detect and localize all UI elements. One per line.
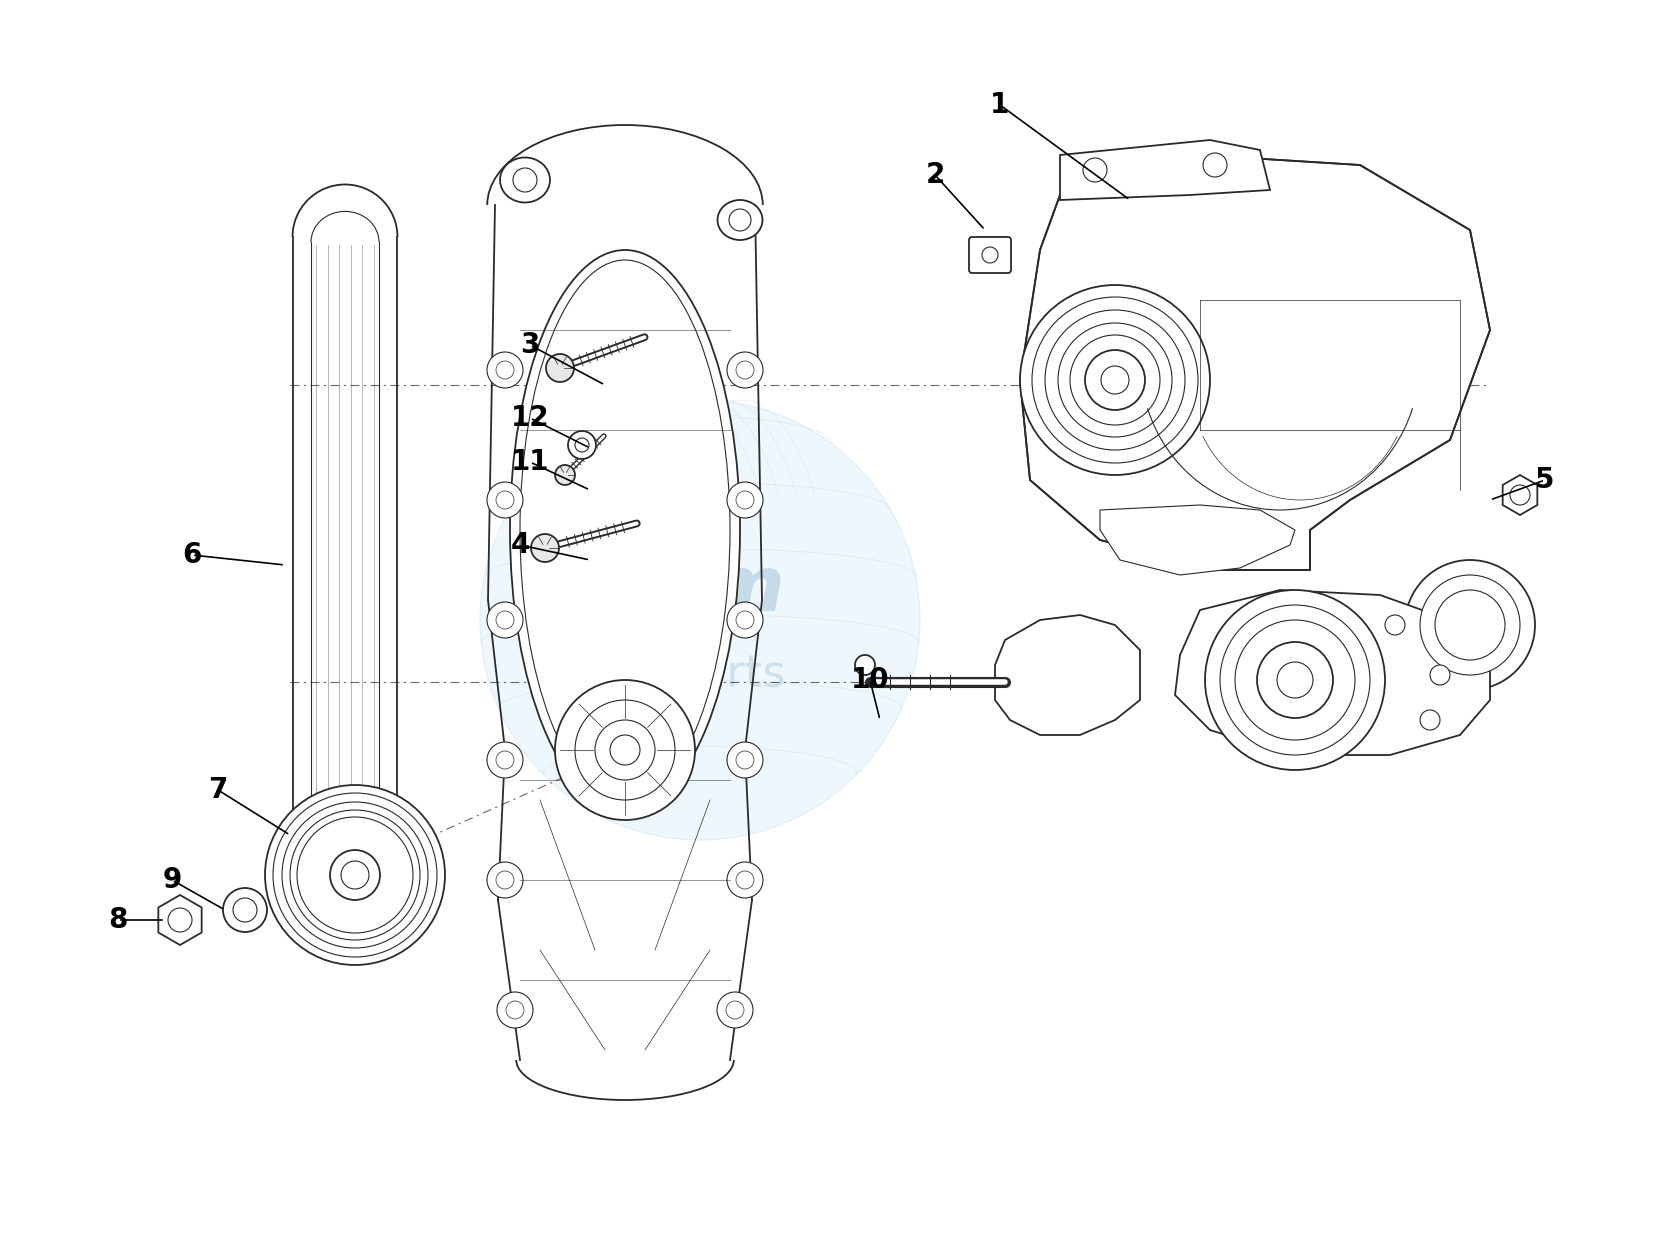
Circle shape: [1205, 590, 1384, 770]
Circle shape: [1058, 322, 1171, 437]
Polygon shape: [158, 895, 202, 945]
Circle shape: [486, 862, 523, 897]
Polygon shape: [1503, 475, 1538, 515]
Circle shape: [496, 611, 515, 629]
Text: 3: 3: [520, 331, 540, 359]
Text: 11: 11: [511, 448, 550, 476]
Circle shape: [1404, 560, 1534, 690]
Circle shape: [297, 818, 413, 932]
Circle shape: [726, 482, 763, 518]
FancyBboxPatch shape: [970, 238, 1011, 272]
Ellipse shape: [520, 260, 730, 800]
Circle shape: [555, 680, 695, 820]
Circle shape: [531, 534, 560, 562]
Circle shape: [726, 742, 763, 778]
Polygon shape: [1175, 590, 1489, 755]
Text: 2: 2: [925, 161, 945, 189]
Circle shape: [486, 352, 523, 388]
Circle shape: [555, 465, 575, 485]
Circle shape: [1429, 665, 1449, 685]
Circle shape: [282, 802, 428, 948]
Ellipse shape: [500, 158, 550, 202]
Circle shape: [1101, 366, 1130, 394]
Circle shape: [716, 992, 753, 1028]
Text: rpm: rpm: [615, 552, 786, 628]
Ellipse shape: [718, 200, 763, 240]
Circle shape: [1258, 642, 1333, 717]
Circle shape: [1384, 615, 1404, 635]
Text: of parts: of parts: [615, 654, 786, 696]
Circle shape: [480, 400, 920, 840]
Circle shape: [273, 792, 436, 958]
Circle shape: [1509, 485, 1529, 505]
Circle shape: [1085, 350, 1145, 410]
Text: 7: 7: [208, 776, 228, 804]
Circle shape: [546, 354, 575, 382]
Circle shape: [486, 742, 523, 778]
Circle shape: [290, 810, 420, 940]
Circle shape: [330, 850, 380, 900]
Text: 4: 4: [510, 531, 530, 559]
Circle shape: [233, 898, 257, 922]
Circle shape: [223, 888, 267, 932]
Circle shape: [1278, 662, 1313, 698]
Circle shape: [726, 1001, 745, 1019]
Circle shape: [265, 785, 445, 965]
Circle shape: [506, 1001, 525, 1019]
Circle shape: [1419, 710, 1439, 730]
Circle shape: [1070, 335, 1160, 425]
Text: 8: 8: [108, 906, 128, 934]
Ellipse shape: [510, 250, 740, 810]
Circle shape: [513, 168, 536, 192]
Circle shape: [855, 655, 875, 675]
Circle shape: [486, 602, 523, 638]
Polygon shape: [1060, 140, 1269, 200]
Circle shape: [496, 871, 515, 889]
Circle shape: [726, 602, 763, 638]
Circle shape: [568, 431, 596, 459]
Circle shape: [575, 438, 590, 452]
Circle shape: [610, 735, 640, 765]
Circle shape: [1419, 575, 1519, 675]
Circle shape: [1235, 620, 1354, 740]
Circle shape: [1045, 310, 1185, 450]
Text: 12: 12: [511, 404, 550, 432]
Circle shape: [168, 908, 192, 932]
Circle shape: [736, 491, 755, 509]
Circle shape: [496, 992, 533, 1028]
Circle shape: [736, 611, 755, 629]
Circle shape: [595, 720, 655, 780]
Polygon shape: [995, 615, 1140, 735]
Circle shape: [496, 361, 515, 379]
Circle shape: [736, 751, 755, 769]
Circle shape: [1220, 605, 1369, 755]
Text: 1: 1: [990, 91, 1010, 119]
Text: 6: 6: [182, 541, 202, 569]
Circle shape: [486, 482, 523, 518]
Circle shape: [730, 209, 751, 231]
Circle shape: [736, 361, 755, 379]
Circle shape: [981, 248, 998, 262]
Circle shape: [1020, 285, 1210, 475]
Circle shape: [575, 700, 675, 800]
Text: 10: 10: [851, 666, 890, 694]
Text: 5: 5: [1536, 466, 1554, 494]
Polygon shape: [1100, 505, 1294, 575]
Circle shape: [726, 352, 763, 388]
Polygon shape: [1020, 155, 1489, 570]
Circle shape: [496, 491, 515, 509]
Text: 9: 9: [162, 866, 182, 894]
Circle shape: [1203, 152, 1226, 178]
Circle shape: [342, 861, 368, 889]
Circle shape: [1031, 298, 1198, 462]
Circle shape: [736, 871, 755, 889]
Circle shape: [1083, 158, 1106, 182]
Circle shape: [1434, 590, 1504, 660]
Circle shape: [726, 862, 763, 897]
Circle shape: [496, 751, 515, 769]
